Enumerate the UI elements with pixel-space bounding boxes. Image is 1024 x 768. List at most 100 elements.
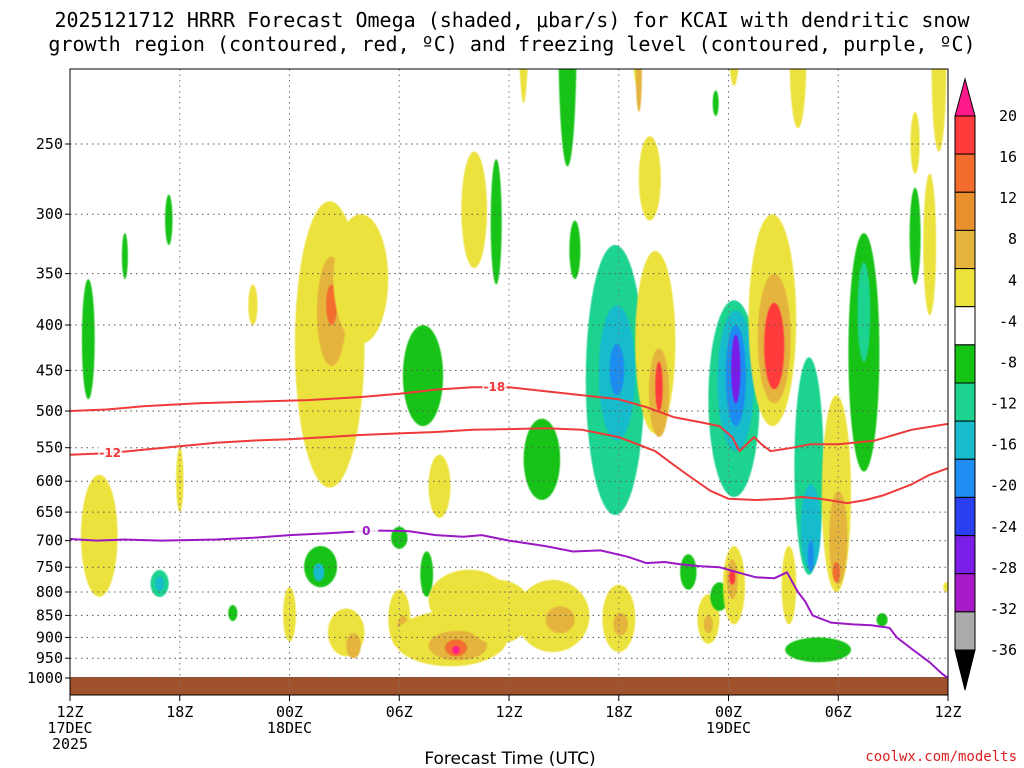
omega-cell-2 bbox=[121, 233, 128, 279]
colorbar-label-5: -4 bbox=[999, 312, 1017, 330]
colorbar-box-7 bbox=[954, 382, 976, 422]
x-axis-label: Forecast Time (UTC) bbox=[424, 749, 595, 768]
omega-cell-66 bbox=[764, 302, 785, 390]
omega-cell-77 bbox=[857, 262, 871, 362]
y-tick-label-950: 950 bbox=[36, 649, 63, 667]
omega-cell-21 bbox=[402, 325, 444, 427]
y-tick-label-900: 900 bbox=[36, 628, 63, 646]
omega-cell-37 bbox=[569, 220, 581, 279]
y-tick-label-650: 650 bbox=[36, 503, 63, 521]
omega-cell-71 bbox=[785, 637, 851, 663]
omega-cell-41 bbox=[609, 343, 625, 396]
colorbar-box-9 bbox=[954, 458, 976, 498]
colorbar-box-4 bbox=[954, 268, 976, 308]
contour-label-bg-0 bbox=[354, 524, 379, 539]
x-tick-label-0-1: 12Z bbox=[56, 703, 83, 721]
omega-cell-30 bbox=[461, 151, 488, 268]
y-tick-label-600: 600 bbox=[36, 472, 63, 490]
omega-cell-25 bbox=[452, 645, 460, 655]
x-tick-label-36-1: 00Z bbox=[715, 703, 742, 721]
colorbar-box-2 bbox=[954, 191, 976, 231]
y-tick-label-800: 800 bbox=[36, 583, 63, 601]
x-tick-label-12-2: 18DEC bbox=[267, 719, 312, 737]
colorbar-top-arrow bbox=[954, 77, 976, 117]
colorbar-box-13 bbox=[954, 611, 976, 651]
colorbar-box-10 bbox=[954, 496, 976, 536]
contour-label--12: -12 bbox=[99, 446, 121, 460]
omega-cell-27 bbox=[428, 454, 451, 518]
colorbar-label-8: -16 bbox=[990, 436, 1017, 454]
omega-cell-53 bbox=[703, 615, 714, 634]
x-tick-label-0-3: 2025 bbox=[52, 735, 88, 753]
contour-0 bbox=[70, 529, 948, 679]
omega-cell-17 bbox=[346, 633, 361, 659]
colorbar-box-12 bbox=[954, 573, 976, 613]
omega-cell-80 bbox=[909, 187, 921, 285]
y-tick-label-550: 550 bbox=[36, 439, 63, 457]
colorbar-label-6: -8 bbox=[999, 354, 1017, 372]
omega-cell-63 bbox=[729, 569, 736, 585]
omega-cell-26 bbox=[420, 551, 434, 597]
omega-cell-82 bbox=[943, 582, 948, 593]
contour--12 bbox=[70, 427, 948, 505]
omega-cell-60 bbox=[731, 334, 741, 404]
colorbar-label-1: 16 bbox=[999, 148, 1017, 166]
colorbar-box-8 bbox=[954, 420, 976, 460]
omega-cell-67 bbox=[781, 546, 797, 625]
y-tick-label-350: 350 bbox=[36, 265, 63, 283]
omega-cell-49 bbox=[638, 136, 661, 221]
y-tick-label-850: 850 bbox=[36, 606, 63, 624]
y-tick-label-400: 400 bbox=[36, 316, 63, 334]
omega-cell-29 bbox=[463, 579, 533, 644]
colorbar-label-4: 4 bbox=[1008, 271, 1017, 289]
y-tick-label-750: 750 bbox=[36, 558, 63, 576]
colorbar-label-2: 12 bbox=[999, 189, 1017, 207]
y-tick-label-450: 450 bbox=[36, 361, 63, 379]
colorbar-label-7: -12 bbox=[990, 395, 1017, 413]
colorbar-label-13: -36 bbox=[990, 641, 1017, 659]
omega-cell-51 bbox=[680, 554, 697, 590]
x-tick-label-30-1: 18Z bbox=[605, 703, 632, 721]
colorbar-label-10: -24 bbox=[990, 518, 1017, 536]
x-tick-label-24-1: 12Z bbox=[495, 703, 522, 721]
colorbar-bottom-arrow bbox=[954, 649, 976, 691]
colorbar-box-5 bbox=[954, 306, 976, 346]
omega-cell-1 bbox=[81, 474, 118, 597]
contour-label-bg--12 bbox=[98, 445, 123, 460]
omega-cell-45 bbox=[635, 69, 642, 112]
x-tick-label-6-1: 18Z bbox=[166, 703, 193, 721]
colorbar-label-12: -32 bbox=[990, 600, 1017, 618]
colorbar-label-11: -28 bbox=[990, 559, 1017, 577]
credit-link[interactable]: coolwx.com/modelts bbox=[865, 749, 1017, 765]
omega-cell-43 bbox=[613, 613, 628, 636]
x-tick-label-18-1: 06Z bbox=[386, 703, 413, 721]
contour--18 bbox=[70, 386, 948, 453]
omega-cell-32 bbox=[519, 69, 528, 104]
colorbar-box-1 bbox=[954, 153, 976, 193]
x-tick-label-42-1: 06Z bbox=[825, 703, 852, 721]
colorbar-box-0 bbox=[954, 115, 976, 155]
omega-cell-31 bbox=[490, 159, 502, 285]
omega-cell-5 bbox=[165, 194, 173, 246]
x-tick-label-36-2: 19DEC bbox=[706, 719, 751, 737]
omega-cell-79 bbox=[910, 111, 920, 174]
omega-cell-78 bbox=[876, 613, 888, 627]
colorbar-label-9: -20 bbox=[990, 477, 1017, 495]
omega-cell-56 bbox=[729, 69, 739, 86]
y-tick-label-250: 250 bbox=[36, 135, 63, 153]
omega-cell-35 bbox=[545, 606, 575, 634]
omega-cell-69 bbox=[800, 484, 821, 570]
omega-cell-75 bbox=[832, 562, 841, 583]
omega-cell-7 bbox=[228, 605, 238, 621]
colorbar-label-3: 8 bbox=[1008, 230, 1017, 248]
chart-title-line2: growth region (contoured, red, ºC) and f… bbox=[48, 32, 975, 56]
colorbar: 20 16 12 8 4 -4 -8 -12 -16 -20 -24 -28 -32 -36 bbox=[954, 77, 1017, 691]
omega-cell-14 bbox=[313, 563, 325, 582]
omega-cell-36 bbox=[558, 69, 577, 167]
y-tick-label-500: 500 bbox=[36, 402, 63, 420]
contour-label-bg--18 bbox=[482, 380, 507, 395]
x-tick-label-12-1: 00Z bbox=[276, 703, 303, 721]
y-tick-label-1000: 1000 bbox=[27, 669, 63, 687]
